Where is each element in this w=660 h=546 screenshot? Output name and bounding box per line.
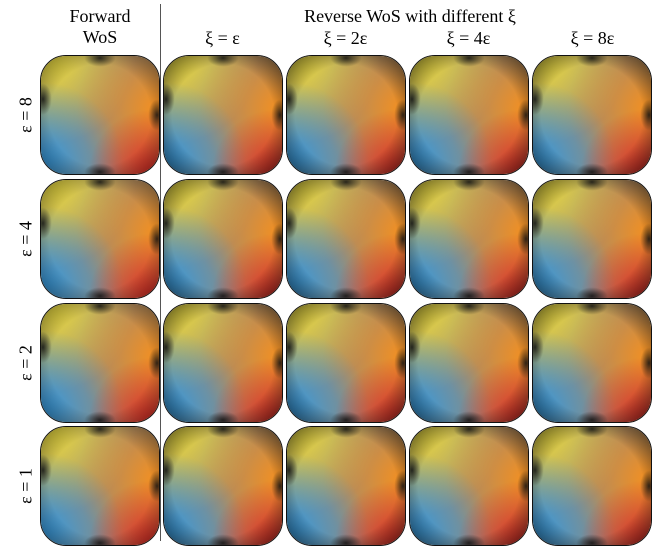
reverse-wos-render: [409, 55, 529, 175]
reverse-header: Reverse WoS with different ξ: [304, 6, 516, 26]
reverse-wos-render: [532, 303, 652, 423]
reverse-wos-render: [163, 55, 283, 175]
row-label-1: ε = 8: [15, 97, 36, 133]
divider: [160, 4, 161, 541]
forward-header: Forward WoS: [40, 6, 160, 48]
row-label-3: ε = 2: [15, 345, 36, 381]
reverse-wos-render: [532, 426, 652, 546]
forward-wos-render: [40, 426, 160, 546]
row-label-4: ε = 1: [15, 468, 36, 504]
reverse-wos-render: [532, 179, 652, 299]
column-header-3: ξ = 4ε: [446, 28, 491, 48]
reverse-wos-render: [409, 303, 529, 423]
forward-wos-render: [40, 179, 160, 299]
forward-header-line1: Forward: [69, 6, 131, 26]
column-header-2: ξ = 2ε: [323, 28, 368, 48]
forward-wos-render: [40, 55, 160, 175]
reverse-wos-render: [409, 426, 529, 546]
forward-wos-render: [40, 303, 160, 423]
reverse-wos-render: [286, 426, 406, 546]
reverse-wos-render: [286, 179, 406, 299]
reverse-wos-render: [163, 426, 283, 546]
reverse-wos-render: [163, 179, 283, 299]
forward-header-line2: WoS: [82, 27, 118, 47]
reverse-wos-render: [286, 303, 406, 423]
reverse-wos-render: [409, 179, 529, 299]
reverse-wos-render: [286, 55, 406, 175]
reverse-wos-render: [163, 303, 283, 423]
column-header-1: ξ = ε: [205, 28, 240, 48]
reverse-wos-render: [532, 55, 652, 175]
column-header-4: ξ = 8ε: [570, 28, 615, 48]
row-label-2: ε = 4: [15, 221, 36, 257]
